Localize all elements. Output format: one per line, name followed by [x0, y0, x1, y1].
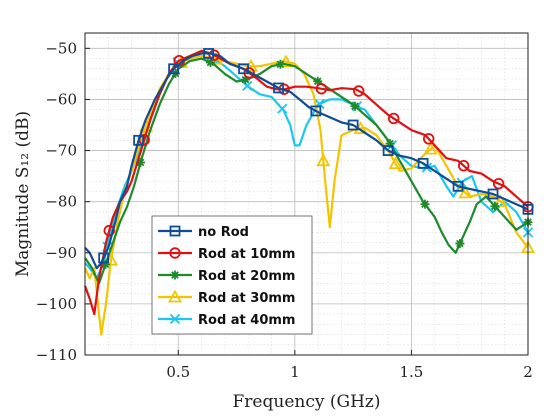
series-0 — [84, 48, 534, 270]
series-marker — [388, 156, 403, 170]
series-marker — [168, 63, 180, 75]
y-axis-label: Magnitude S₁₂ (dB) — [13, 111, 33, 277]
series-marker — [452, 180, 464, 192]
series-marker — [492, 177, 505, 190]
x-tick-label: 0.5 — [166, 363, 190, 381]
series-marker — [350, 101, 360, 111]
y-tick-label: −110 — [36, 346, 77, 364]
x-tick-label: 1.5 — [399, 363, 423, 381]
legend-label: no Rod — [198, 225, 249, 240]
series-marker — [347, 119, 359, 131]
legend-marker — [169, 247, 181, 259]
legend-item: Rod at 40mm — [158, 313, 295, 328]
y-tick-label: −90 — [45, 244, 77, 262]
legend-label: Rod at 20mm — [198, 269, 295, 284]
series-marker — [487, 188, 499, 200]
legend-item: Rod at 30mm — [158, 289, 295, 306]
legend-label: Rod at 30mm — [198, 291, 295, 306]
series-marker — [240, 75, 250, 85]
series-marker — [275, 59, 285, 69]
series-line — [84, 52, 529, 270]
series-marker — [490, 201, 500, 211]
plot-frame — [84, 32, 529, 356]
series-marker — [101, 259, 111, 269]
series-marker — [388, 112, 400, 125]
series-marker — [313, 76, 323, 86]
series-marker — [316, 153, 331, 167]
legend-label: Rod at 10mm — [198, 247, 295, 262]
legend-marker — [170, 270, 180, 280]
y-tick-label: −80 — [45, 193, 77, 211]
series-marker — [422, 133, 435, 145]
series-marker — [135, 157, 145, 167]
series-marker — [273, 82, 284, 94]
series-marker — [98, 252, 110, 264]
legend-marker — [169, 225, 181, 237]
legend-marker — [167, 289, 183, 303]
series-marker — [315, 83, 328, 95]
tick-labels: 0.5 1 1.5 2 −110 −100 −90 −80 −70 −60 −50 — [36, 39, 533, 381]
y-tick-label: −70 — [45, 142, 77, 160]
series-line — [83, 49, 529, 316]
legend: no Rod Rod at 10mm Rod at 20mm Rod at 30mm R… — [151, 215, 313, 335]
series-marker — [310, 105, 322, 117]
x-axis-label: Frequency (GHz) — [233, 392, 381, 412]
series-marker — [417, 157, 429, 169]
series-marker — [385, 139, 395, 149]
series-marker — [242, 80, 253, 91]
series-marker — [458, 185, 473, 199]
legend-item: Rod at 10mm — [158, 247, 295, 262]
legend-label: Rod at 40mm — [198, 313, 295, 328]
series-marker — [382, 145, 394, 156]
series-marker — [353, 85, 365, 97]
series-marker — [455, 239, 465, 249]
series-marker — [493, 194, 508, 207]
legend-item: no Rod — [158, 225, 249, 240]
legend-items: no Rod Rod at 10mm Rod at 20mm Rod at 30mm R… — [158, 225, 295, 328]
series-marker — [238, 63, 249, 75]
series-marker — [420, 199, 430, 209]
y-tick-label: −100 — [36, 295, 77, 313]
plot-area — [83, 48, 536, 336]
series-marker — [423, 141, 438, 155]
series-marker — [133, 134, 145, 146]
series-marker — [457, 159, 470, 172]
y-tick-label: −60 — [45, 90, 77, 108]
series-marker — [277, 103, 288, 114]
series-2 — [84, 57, 533, 285]
legend-item: Rod at 20mm — [158, 269, 295, 284]
series-marker — [203, 48, 214, 59]
x-tick-label: 1 — [290, 363, 300, 381]
series-marker — [205, 57, 215, 67]
y-tick-label: −50 — [45, 39, 77, 57]
x-tick-label: 2 — [523, 363, 533, 381]
legend-marker — [169, 313, 181, 325]
